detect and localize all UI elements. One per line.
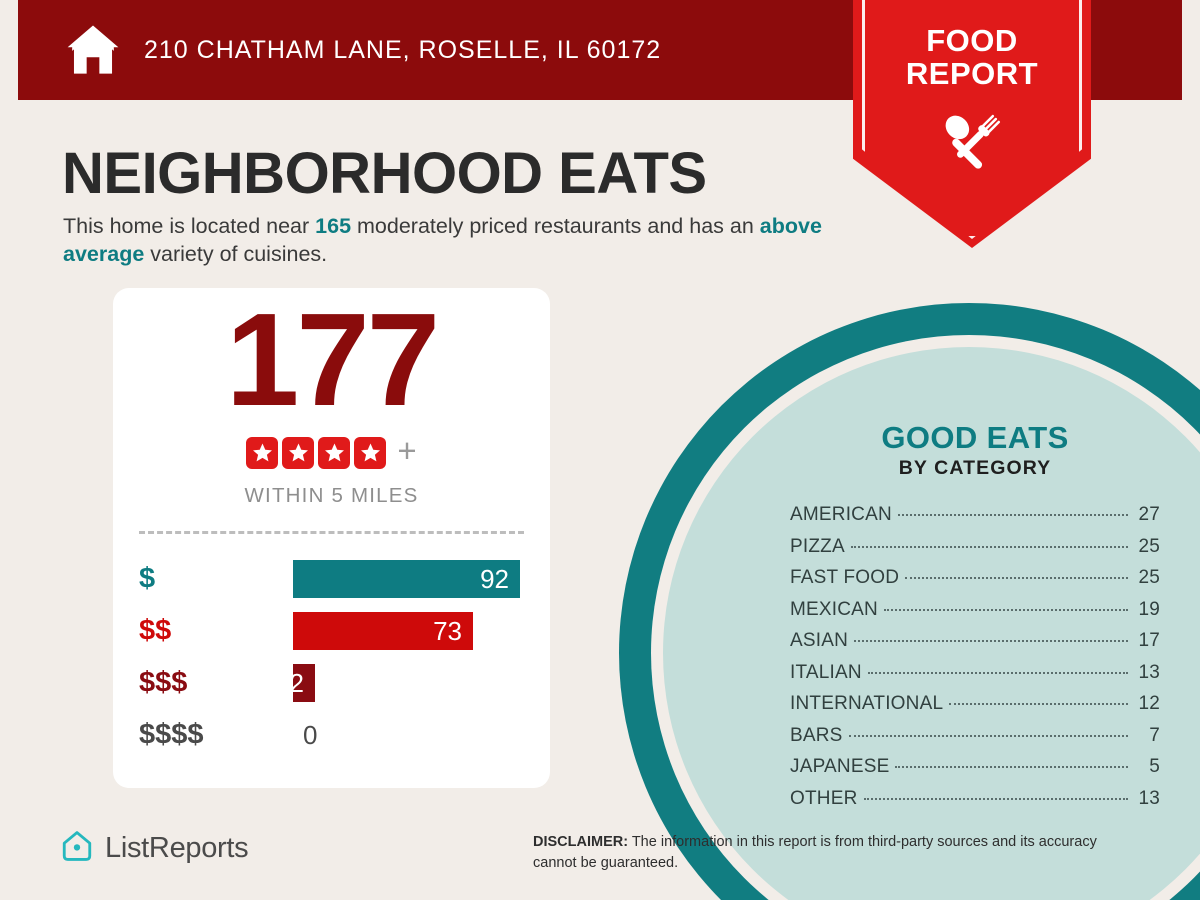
star-icon	[354, 436, 387, 469]
good-eats-count: 7	[1149, 724, 1160, 746]
house-logo-icon	[60, 829, 94, 868]
disclaimer: DISCLAIMER: The information in this repo…	[533, 832, 1133, 873]
price-tier-bar: 2	[289, 664, 315, 702]
good-eats-count: 17	[1138, 630, 1160, 651]
star-icon	[282, 436, 315, 469]
restaurant-stat-card: 177 + WITHIN 5 MILES $92 $$ 73 $$$ 2 $$$$ 0	[113, 288, 550, 788]
good-eats-category: INTERNATIONAL	[790, 693, 944, 714]
good-eats-row: ASIAN 17	[790, 630, 1160, 652]
price-tier-value: 73	[433, 616, 462, 646]
good-eats-category: BARS	[790, 724, 843, 746]
subtitle-highlight-count: 165	[315, 214, 352, 238]
good-eats-row: JAPANESE 5	[790, 756, 1160, 778]
badge-line-1: FOOD	[926, 23, 1018, 58]
badge-line-2: REPORT	[905, 56, 1039, 92]
good-eats-row: BARS 7	[790, 725, 1160, 747]
restaurant-count: 177	[225, 286, 440, 433]
good-eats-row: INTERNATIONAL 12	[790, 693, 1160, 715]
price-tier-label: $	[139, 562, 156, 595]
badge-label: FOOD REPORT	[853, 24, 1091, 90]
plus-icon: +	[397, 432, 417, 469]
subtitle-part-2: moderately priced restaurants and has an	[351, 214, 760, 238]
leader-dots	[897, 514, 1128, 516]
price-tier-row: $$ 73	[113, 606, 550, 656]
leader-dots	[863, 797, 1128, 800]
price-tier-label: $$	[139, 614, 172, 647]
leader-dots	[850, 545, 1128, 548]
good-eats-row: ITALIAN 13	[790, 662, 1160, 684]
good-eats-category: FAST FOOD	[790, 567, 900, 588]
good-eats-count: 19	[1138, 598, 1160, 620]
good-eats-row: MEXICAN 19	[790, 599, 1160, 621]
page-title: NEIGHBORHOOD EATS	[62, 141, 707, 206]
spoon-fork-icon	[933, 104, 1011, 187]
price-tier-row: $$$ 2	[113, 658, 550, 708]
price-tier-value: 0	[303, 720, 318, 750]
good-eats-category: MEXICAN	[790, 598, 878, 620]
good-eats-row: FAST FOOD 25	[790, 567, 1160, 589]
listreports-logo: ListReports	[60, 829, 249, 868]
star-rating: +	[113, 432, 550, 469]
good-eats-list: AMERICAN 27 PIZZA 25 FAST FOOD 25 MEXICAN 19 ASI…	[790, 504, 1160, 810]
listreports-wordmark: ListReports	[105, 832, 249, 864]
good-eats-row: AMERICAN 27	[790, 504, 1160, 526]
card-divider	[139, 531, 524, 534]
good-eats-category: ASIAN	[790, 630, 849, 651]
good-eats-count: 12	[1138, 693, 1160, 714]
badge-inner-border	[862, 0, 1082, 239]
price-tier-bar: 73	[293, 612, 473, 650]
leader-dots	[895, 766, 1128, 768]
price-tier-row: $$$$ 0	[113, 710, 550, 760]
price-tier-bar: 92	[293, 560, 520, 598]
good-eats-category: AMERICAN	[790, 504, 892, 525]
good-eats-panel: GOOD EATS BY CATEGORY AMERICAN 27 PIZZA 25 F…	[790, 420, 1160, 819]
good-eats-title: GOOD EATS	[881, 420, 1069, 455]
star-icon	[246, 436, 279, 469]
leader-dots	[949, 703, 1128, 705]
food-report-badge: FOOD REPORT	[853, 0, 1091, 248]
good-eats-category: OTHER	[790, 787, 858, 809]
leader-dots	[854, 640, 1128, 642]
good-eats-count: 25	[1138, 535, 1160, 557]
leader-dots	[867, 671, 1128, 674]
leader-dots	[848, 734, 1128, 737]
good-eats-count: 13	[1138, 787, 1160, 809]
good-eats-row: OTHER 13	[790, 788, 1160, 810]
good-eats-count: 5	[1149, 756, 1160, 777]
price-tier-value: 2	[289, 668, 304, 698]
price-tier-bar-chart: $92 $$ 73 $$$ 2 $$$$ 0	[113, 554, 550, 762]
subtitle-part-3: variety of cuisines.	[144, 242, 328, 267]
leader-dots	[883, 608, 1128, 611]
good-eats-subtitle: BY CATEGORY	[898, 457, 1052, 479]
price-tier-value: 92	[480, 564, 509, 594]
good-eats-category: PIZZA	[790, 535, 845, 557]
price-tier-label: $$$$	[139, 718, 204, 751]
good-eats-category: JAPANESE	[790, 756, 890, 777]
disclaimer-label: DISCLAIMER:	[533, 834, 629, 850]
good-eats-count: 27	[1138, 504, 1160, 525]
good-eats-count: 13	[1138, 661, 1160, 683]
good-eats-count: 25	[1138, 567, 1160, 588]
radius-label: WITHIN 5 MILES	[244, 484, 419, 507]
home-icon	[64, 21, 122, 79]
property-address: 210 CHATHAM LANE, ROSELLE, IL 60172	[144, 35, 662, 64]
good-eats-row: PIZZA 25	[790, 536, 1160, 558]
page-subtitle: This home is located near 165 moderately…	[63, 212, 853, 269]
disclaimer-text: The information in this report is from t…	[533, 834, 1097, 871]
subtitle-part-1: This home is located near	[63, 214, 316, 238]
star-icon	[318, 436, 351, 469]
subtitle-highlight-variety: above average	[63, 214, 822, 267]
leader-dots	[905, 577, 1128, 579]
price-tier-row: $92	[113, 554, 550, 604]
good-eats-category: ITALIAN	[790, 661, 862, 683]
teal-fill-circle	[663, 347, 1200, 900]
price-tier-label: $$$	[139, 666, 188, 699]
